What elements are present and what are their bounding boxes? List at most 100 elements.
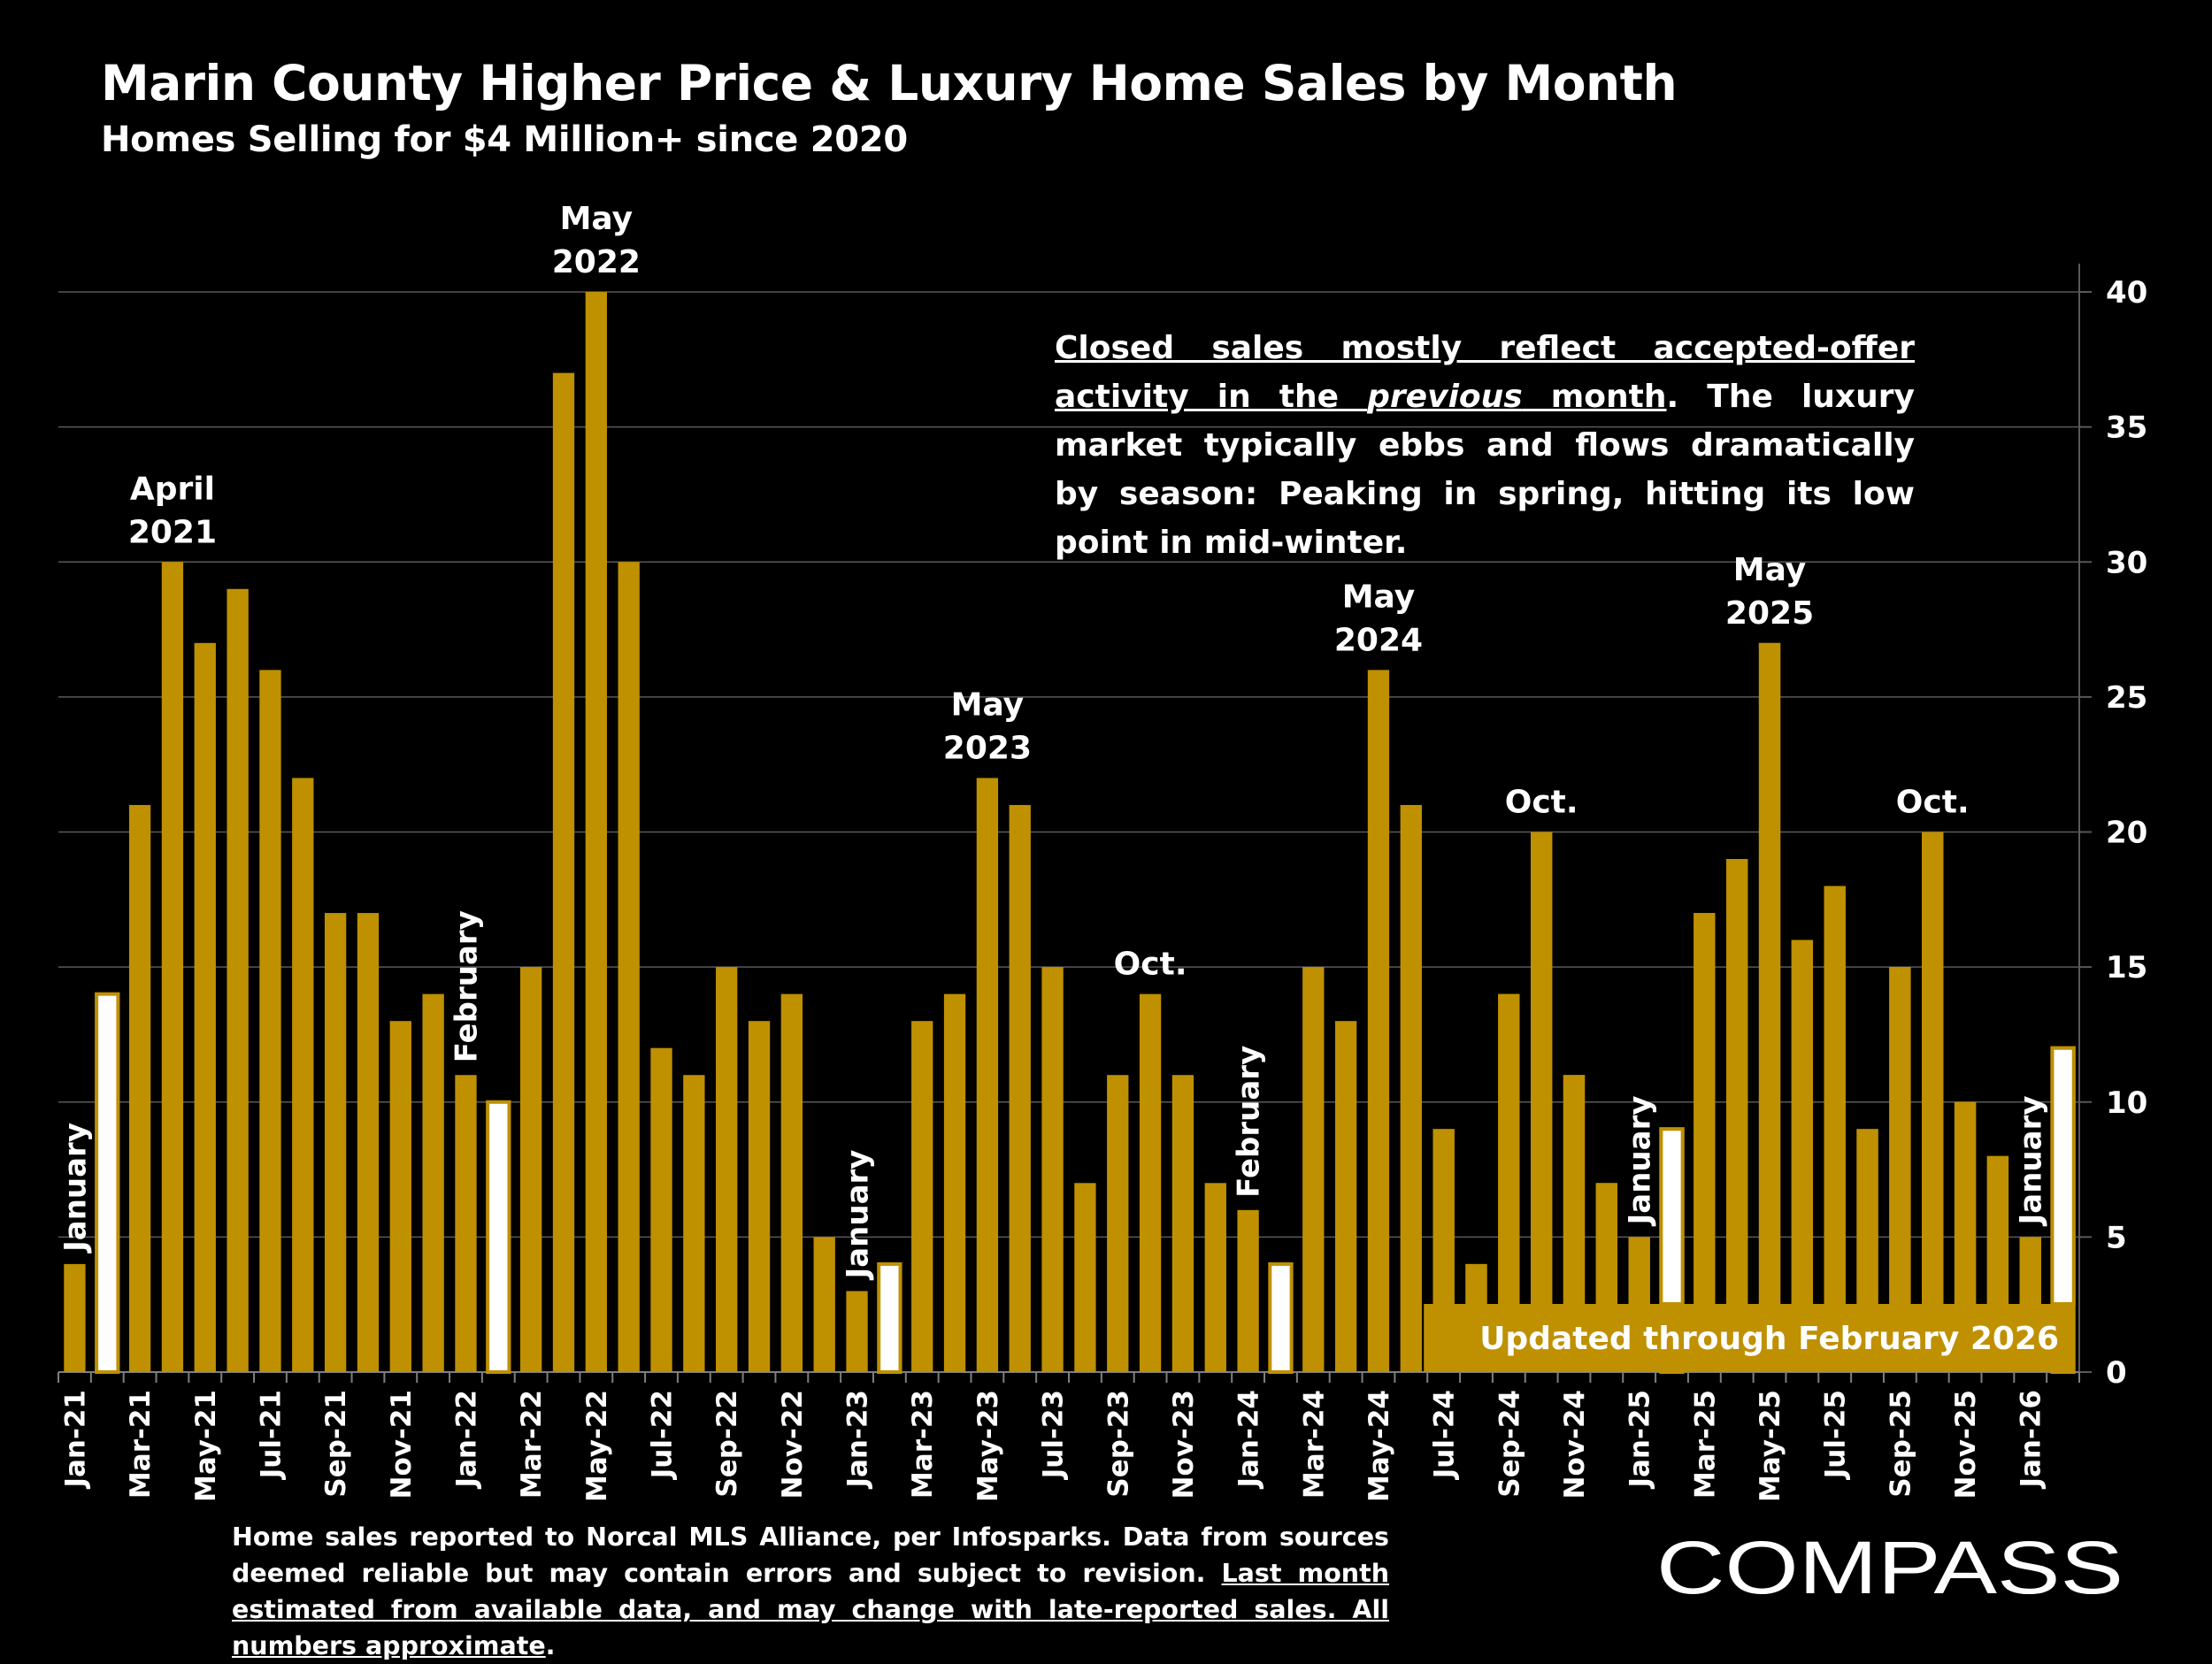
x-tick-label: Nov-21 xyxy=(386,1390,418,1499)
x-tick-label: Mar-21 xyxy=(125,1390,157,1499)
y-tick-label: 5 xyxy=(2106,1220,2127,1255)
bar-Apr-21 xyxy=(161,562,184,1372)
bar-top-Feb-26 xyxy=(2050,1046,2076,1306)
x-tick-label: Mar-22 xyxy=(516,1390,548,1499)
y-tick-label: 20 xyxy=(2106,816,2147,851)
bar-Jul-21 xyxy=(259,670,281,1372)
bar-top-Oct-25 xyxy=(1922,832,1944,1304)
x-tick-label: Mar-25 xyxy=(1689,1390,1721,1499)
bar-May-23 xyxy=(976,778,999,1372)
month-vertical-label: February xyxy=(449,910,484,1062)
peak-label: May xyxy=(1342,579,1415,615)
x-tick-label: May-23 xyxy=(972,1390,1004,1502)
peak-label: Oct. xyxy=(1114,947,1187,983)
chart-subtitle: Homes Selling for $4 Million+ since 2020 xyxy=(101,119,908,160)
x-tick-label: May-22 xyxy=(581,1390,613,1502)
peak-label: May xyxy=(1733,552,1806,588)
bar-Jan-23 xyxy=(846,1291,868,1372)
peak-label: May xyxy=(951,686,1024,723)
footnote-text-1: Home sales reported to Norcal MLS Allian… xyxy=(232,1522,1389,1588)
bar-Jun-22 xyxy=(618,562,640,1372)
gridlines xyxy=(58,291,2079,1238)
bar-top-Jan-26 xyxy=(2019,1237,2041,1304)
bar-top-Jan-25 xyxy=(1628,1237,1650,1304)
peak-label: Oct. xyxy=(1896,785,1970,821)
bar-Jul-23 xyxy=(1041,967,1064,1372)
bar-Jan-24 xyxy=(1237,1209,1259,1372)
bar-top-Apr-25 xyxy=(1726,859,1748,1304)
y-tick-label: 10 xyxy=(2106,1085,2147,1121)
x-tick-label: Nov-23 xyxy=(1168,1390,1200,1499)
bar-Jun-21 xyxy=(227,588,249,1372)
bar-top-Feb-25 xyxy=(1659,1127,1685,1307)
footnote-text-3: . xyxy=(545,1631,556,1660)
bar-Feb-24 xyxy=(1268,1261,1294,1375)
bar-top-Jun-25 xyxy=(1791,939,1814,1304)
x-tick-label: Jul-25 xyxy=(1820,1390,1852,1480)
bar-Mar-22 xyxy=(520,967,542,1372)
x-tick-label: Jul-21 xyxy=(255,1390,287,1480)
x-tick-label: May-24 xyxy=(1363,1390,1395,1502)
month-vertical-label: January xyxy=(58,1123,93,1254)
x-tick-label: Nov-22 xyxy=(777,1390,809,1499)
month-vertical-label: January xyxy=(2014,1095,2049,1226)
month-vertical-label: January xyxy=(1623,1095,1658,1226)
bar-top-Dec-24 xyxy=(1595,1183,1617,1304)
x-tick-label: May-21 xyxy=(190,1390,222,1502)
source-footnote: Home sales reported to Norcal MLS Allian… xyxy=(232,1519,1389,1664)
bar-top-Aug-25 xyxy=(1856,1129,1878,1304)
y-tick-label: 15 xyxy=(2106,950,2147,985)
bar-Jul-22 xyxy=(650,1047,672,1372)
bar-top-Jul-24 xyxy=(1432,1129,1455,1304)
month-vertical-label: January xyxy=(841,1150,876,1281)
footnote-text-2: Last month estimated from available data… xyxy=(232,1559,1389,1660)
bar-May-21 xyxy=(194,642,216,1372)
callout-text-emphasis: previous xyxy=(1367,379,1523,415)
callout-text-2: month xyxy=(1522,379,1667,415)
x-tick-label: May-25 xyxy=(1755,1390,1786,1502)
bar-top-Nov-25 xyxy=(1954,1101,1977,1304)
bar-Dec-23 xyxy=(1204,1183,1226,1372)
bar-top-Sep-24 xyxy=(1498,993,1520,1304)
bar-top-Mar-25 xyxy=(1694,913,1716,1304)
bar-top-May-25 xyxy=(1758,642,1781,1304)
peak-label: 2022 xyxy=(552,244,641,280)
bar-top-Aug-24 xyxy=(1465,1263,1487,1304)
bar-Sep-23 xyxy=(1107,1075,1129,1372)
bar-Aug-22 xyxy=(683,1075,705,1372)
bar-Dec-22 xyxy=(813,1237,835,1372)
bar-Feb-23 xyxy=(877,1261,902,1375)
y-tick-label: 0 xyxy=(2106,1355,2127,1391)
bar-Apr-23 xyxy=(943,993,966,1372)
update-banner-text: Updated through February 2026 xyxy=(1479,1321,2059,1357)
y-tick-label: 40 xyxy=(2106,275,2147,311)
y-tick-label: 25 xyxy=(2106,680,2147,716)
peak-label: 2023 xyxy=(943,730,1032,766)
x-tick-label: Sep-22 xyxy=(711,1390,743,1498)
annotations: Updated through February 2026 April 2021 Ma… xyxy=(58,201,2076,1372)
compass-logo: COMPASS xyxy=(1656,1526,2124,1606)
bar-Nov-23 xyxy=(1171,1075,1194,1372)
callout-text-1: Closed sales mostly reflect accepted-off… xyxy=(1055,330,1915,415)
bar-May-24 xyxy=(1367,670,1390,1372)
bar-Jan-22 xyxy=(455,1075,477,1372)
bar-top-Dec-25 xyxy=(1986,1155,2009,1304)
x-tick-label: Jan-25 xyxy=(1624,1390,1656,1490)
x-tick-label: Sep-23 xyxy=(1102,1390,1134,1498)
bar-Mar-21 xyxy=(128,804,151,1372)
bar-Sep-21 xyxy=(324,913,347,1372)
peak-label: 2024 xyxy=(1334,622,1423,658)
x-tick-label: Nov-25 xyxy=(1950,1390,1982,1499)
x-tick-label: Jul-22 xyxy=(647,1390,679,1480)
x-tick-label: Mar-24 xyxy=(1298,1390,1330,1499)
bar-Oct-23 xyxy=(1139,993,1162,1372)
x-tick-label: Jan-21 xyxy=(59,1390,91,1490)
bar-top-Jul-25 xyxy=(1824,886,1846,1304)
x-tick-label: Sep-25 xyxy=(1885,1390,1916,1498)
bar-Oct-21 xyxy=(357,913,380,1372)
bar-Mar-23 xyxy=(911,1021,933,1372)
x-tick-label: Mar-23 xyxy=(907,1390,939,1499)
bar-May-22 xyxy=(585,292,607,1372)
x-tick-label: Sep-21 xyxy=(320,1390,352,1498)
